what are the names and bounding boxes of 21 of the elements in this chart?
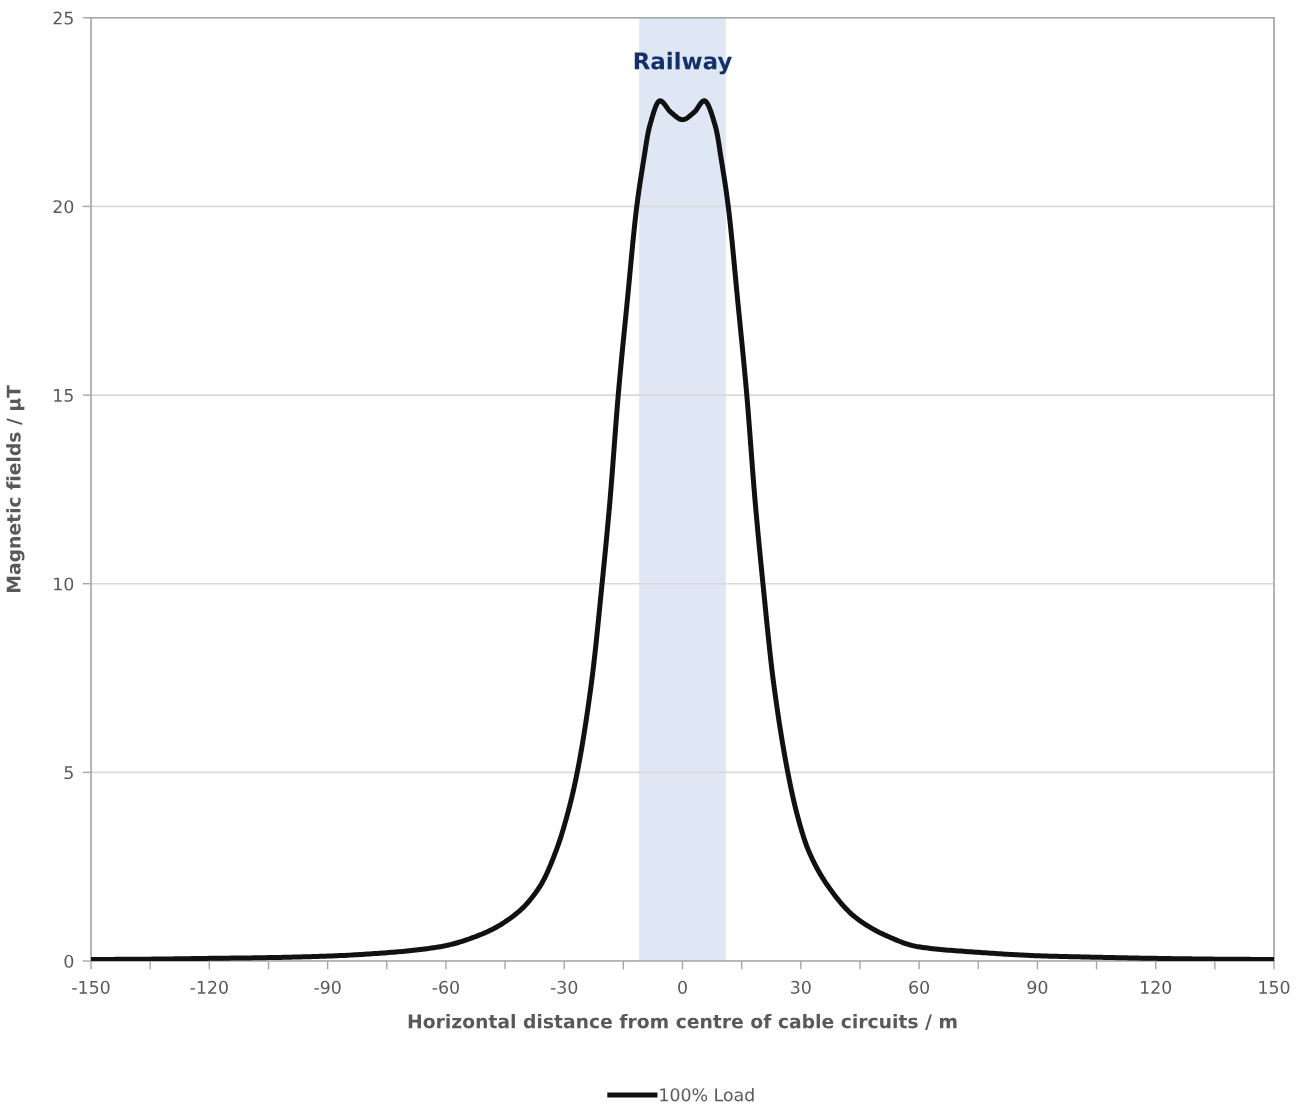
y-tick-label: 20 bbox=[53, 200, 74, 214]
x-tick-label: 0 bbox=[678, 980, 687, 994]
x-tick-label: -120 bbox=[190, 980, 228, 994]
band-label: Railway bbox=[634, 51, 732, 75]
y-tick-label: 5 bbox=[64, 766, 73, 780]
x-tick-label: -150 bbox=[72, 980, 110, 994]
y-tick-label: 15 bbox=[54, 389, 73, 402]
legend-label: 100% Load bbox=[660, 1087, 754, 1102]
x-tick-label: -60 bbox=[432, 980, 459, 994]
x-tick-label: 120 bbox=[1141, 980, 1172, 994]
x-tick-label: 60 bbox=[909, 980, 929, 994]
y-tick-label: 25 bbox=[53, 11, 73, 25]
x-tick-label: -90 bbox=[314, 980, 341, 994]
x-tick-label: -30 bbox=[550, 980, 578, 994]
x-tick-label: 90 bbox=[1027, 980, 1048, 994]
y-tick-label: 0 bbox=[64, 954, 74, 968]
x-tick-label: 150 bbox=[1259, 980, 1290, 994]
y-axis-title: Magnetic fields / µT bbox=[6, 385, 25, 592]
x-axis-title: Horizontal distance from centre of cable circuits / m bbox=[408, 1013, 957, 1030]
x-tick-label: 30 bbox=[791, 980, 811, 994]
y-tick-label: 10 bbox=[54, 577, 74, 591]
